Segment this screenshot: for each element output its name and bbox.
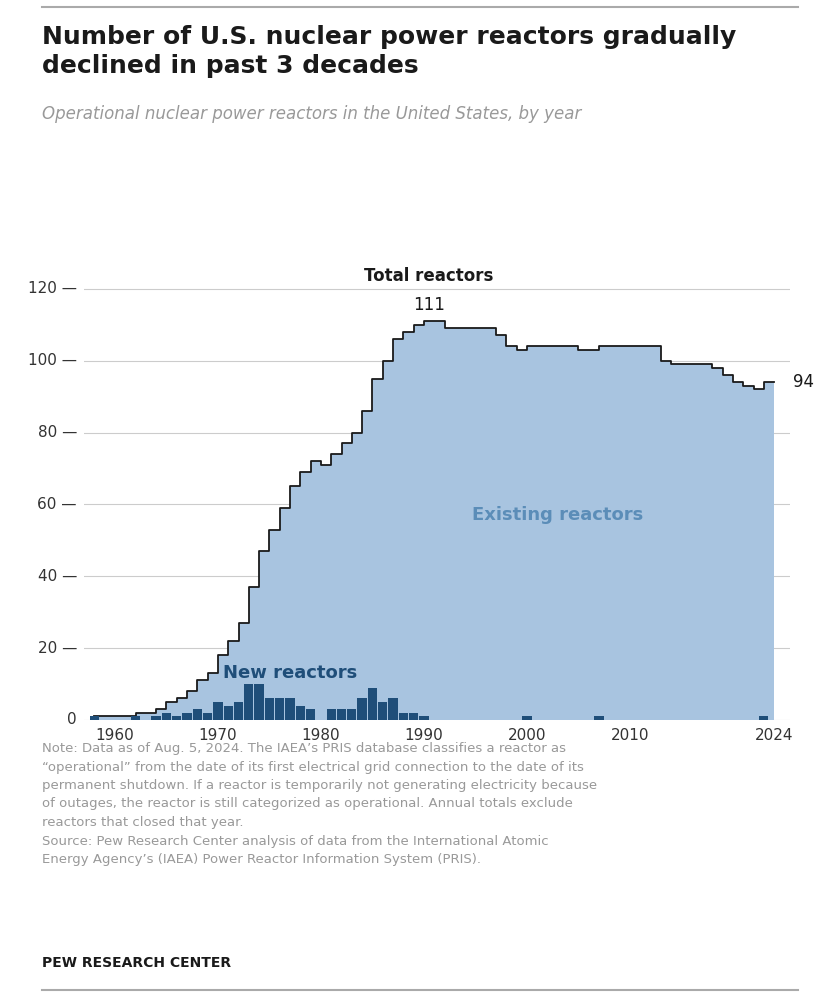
Bar bbox=[213, 702, 223, 720]
Bar bbox=[388, 698, 397, 720]
Bar bbox=[234, 702, 243, 720]
Bar bbox=[265, 698, 274, 720]
Text: PEW RESEARCH CENTER: PEW RESEARCH CENTER bbox=[42, 956, 231, 970]
Text: 120 —: 120 — bbox=[28, 281, 77, 296]
Bar bbox=[131, 716, 140, 720]
Text: 111: 111 bbox=[413, 296, 445, 314]
Bar bbox=[182, 713, 192, 720]
Text: Operational nuclear power reactors in the United States, by year: Operational nuclear power reactors in th… bbox=[42, 105, 581, 123]
Bar bbox=[409, 713, 418, 720]
Text: Existing reactors: Existing reactors bbox=[472, 506, 643, 524]
Text: 94: 94 bbox=[793, 373, 814, 391]
Text: 20 —: 20 — bbox=[38, 641, 77, 656]
Bar bbox=[306, 709, 315, 720]
Bar bbox=[368, 688, 377, 720]
Bar bbox=[378, 702, 387, 720]
Text: New reactors: New reactors bbox=[223, 664, 357, 682]
Bar bbox=[203, 713, 213, 720]
Bar bbox=[192, 709, 202, 720]
Bar bbox=[90, 716, 99, 720]
Bar bbox=[337, 709, 346, 720]
Bar bbox=[419, 716, 428, 720]
Bar bbox=[358, 698, 367, 720]
Bar bbox=[399, 713, 408, 720]
Bar bbox=[162, 713, 171, 720]
Text: 0: 0 bbox=[67, 712, 77, 728]
Text: 80 —: 80 — bbox=[38, 425, 77, 440]
Bar bbox=[759, 716, 769, 720]
Text: 60 —: 60 — bbox=[38, 497, 77, 512]
Bar bbox=[172, 716, 181, 720]
Bar bbox=[275, 698, 285, 720]
Text: Note: Data as of Aug. 5, 2024. The IAEA’s PRIS database classifies a reactor as
: Note: Data as of Aug. 5, 2024. The IAEA’… bbox=[42, 742, 597, 866]
Text: Total reactors: Total reactors bbox=[365, 267, 494, 285]
Text: Number of U.S. nuclear power reactors gradually
declined in past 3 decades: Number of U.S. nuclear power reactors gr… bbox=[42, 25, 736, 78]
Bar bbox=[244, 684, 254, 720]
Bar bbox=[296, 706, 305, 720]
Bar bbox=[255, 684, 264, 720]
Text: 40 —: 40 — bbox=[38, 569, 77, 584]
Bar bbox=[151, 716, 160, 720]
Bar bbox=[286, 698, 295, 720]
Bar bbox=[595, 716, 604, 720]
Text: 100 —: 100 — bbox=[28, 353, 77, 368]
Bar bbox=[223, 706, 233, 720]
Bar bbox=[522, 716, 532, 720]
Bar bbox=[347, 709, 356, 720]
Bar bbox=[327, 709, 336, 720]
